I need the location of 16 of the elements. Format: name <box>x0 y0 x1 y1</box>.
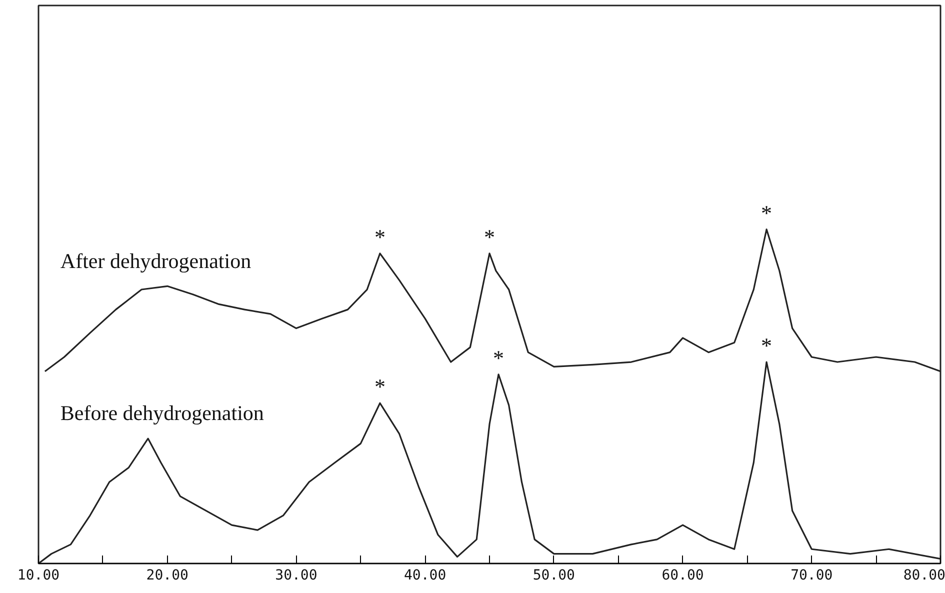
x-tick-label: 60.00 <box>662 568 704 584</box>
annotation: * <box>761 333 772 358</box>
series-label: After dehydrogenation <box>60 248 252 273</box>
annotation: * <box>761 200 772 226</box>
series-label: Before dehydrogenation <box>60 401 264 426</box>
annotation: * <box>484 224 495 250</box>
x-tick-label: 20.00 <box>146 568 188 584</box>
x-tick-label: 70.00 <box>790 568 833 584</box>
annotation: * <box>374 224 386 250</box>
annotation: * <box>493 345 504 370</box>
x-tick-label: 80.00 <box>903 568 945 584</box>
x-tick-label: 30.00 <box>275 568 318 584</box>
x-tick-label: 50.00 <box>532 568 576 584</box>
x-tick-label: 40.00 <box>404 568 446 584</box>
annotation: * <box>374 374 386 400</box>
x-tick-label: 10.00 <box>17 568 60 584</box>
